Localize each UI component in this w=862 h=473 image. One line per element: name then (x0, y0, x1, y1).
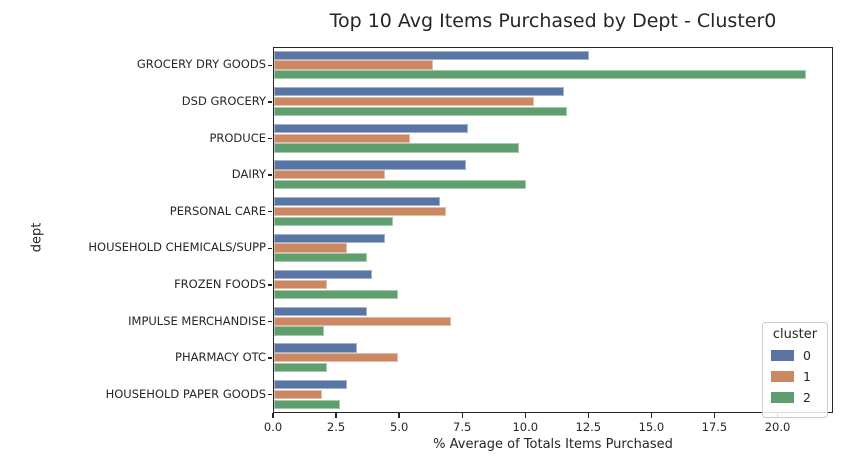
bar-cluster2-frozen-foods (274, 289, 398, 299)
bar-cluster2-household-chemicals-supp (274, 253, 368, 263)
y-tick-label-household-chemicals-supp: HOUSEHOLD CHEMICALS/SUPP (88, 240, 266, 255)
y-tick-label-frozen-foods: FROZEN FOODS (174, 276, 266, 291)
y-tick-mark (267, 64, 272, 66)
x-tick-mark (713, 413, 716, 418)
x-tick-mark (650, 413, 653, 418)
x-axis-label: % Average of Totals Items Purchased (433, 437, 673, 452)
x-tick-mark (398, 413, 400, 418)
bar-cluster1-produce (274, 133, 411, 143)
y-tick-mark (267, 320, 272, 323)
x-tick-label-20.0: 20.0 (764, 420, 791, 434)
x-tick-mark (587, 413, 589, 418)
y-tick-label-pharmacy-otc: PHARMACY OTC (175, 350, 266, 365)
x-tick-label-2.5: 2.5 (326, 420, 346, 434)
bar-cluster0-dairy (274, 160, 466, 170)
y-tick-mark (267, 247, 272, 249)
bar-cluster2-produce (274, 143, 519, 153)
x-tick-label-17.5: 17.5 (701, 420, 728, 434)
y-tick-label-personal-care: PERSONAL CARE (169, 203, 266, 218)
y-tick-label-dairy: DAIRY (231, 167, 266, 182)
y-tick-label-impulse-merchandise: IMPULSE MERCHANDISE (128, 313, 266, 328)
legend: cluster 0 1 2 (762, 322, 828, 418)
x-tick-mark (272, 413, 274, 418)
legend-swatch-cluster-1 (771, 371, 794, 382)
y-tick-mark (267, 101, 272, 103)
y-tick-label-produce: PRODUCE (209, 130, 266, 145)
bar-cluster1-dairy (274, 170, 385, 180)
legend-label-cluster-0: 0 (803, 348, 811, 363)
bar-cluster1-frozen-foods (274, 280, 327, 290)
bar-cluster0-pharmacy-otc (274, 343, 358, 353)
bar-cluster0-personal-care (274, 197, 441, 207)
legend-item-1: 1 (771, 369, 819, 384)
bar-cluster1-household-chemicals-supp (274, 243, 348, 253)
x-tick-mark (524, 413, 526, 418)
bar-cluster0-household-paper-goods (274, 380, 348, 390)
legend-label-cluster-1: 1 (803, 369, 811, 384)
x-tick-label-7.5: 7.5 (453, 420, 472, 434)
bar-cluster0-produce (274, 123, 469, 134)
x-tick-label-12.5: 12.5 (575, 420, 602, 434)
legend-rows: 0 1 2 (769, 348, 821, 405)
bar-cluster1-grocery-dry-goods (274, 60, 433, 70)
y-tick-label-grocery-dry-goods: GROCERY DRY GOODS (136, 57, 266, 72)
x-tick-label-0.0: 0.0 (263, 420, 283, 434)
x-tick-label-10.0: 10.0 (512, 420, 539, 434)
legend-swatch-cluster-2 (771, 392, 794, 403)
y-tick-mark (267, 394, 272, 396)
bar-cluster2-household-paper-goods (274, 399, 340, 409)
y-tick-label-dsd-grocery: DSD GROCERY (181, 93, 266, 108)
bar-cluster0-impulse-merchandise (274, 306, 368, 317)
x-tick-mark (335, 413, 337, 418)
bar-cluster2-personal-care (274, 216, 393, 226)
y-tick-mark (267, 174, 272, 176)
bar-cluster2-pharmacy-otc (274, 362, 327, 373)
legend-item-2: 2 (771, 390, 819, 405)
legend-title: cluster (772, 327, 818, 342)
y-tick-mark (267, 357, 272, 359)
bar-cluster2-dairy (274, 179, 527, 190)
bar-cluster0-frozen-foods (274, 270, 373, 280)
bar-cluster2-grocery-dry-goods (274, 70, 807, 80)
bar-cluster1-personal-care (274, 206, 446, 216)
bar-cluster0-household-chemicals-supp (274, 233, 385, 243)
chart-title: Top 10 Avg Items Purchased by Dept - Clu… (329, 10, 777, 32)
y-tick-label-household-paper-goods: HOUSEHOLD PAPER GOODS (105, 386, 266, 401)
y-tick-mark (267, 211, 272, 213)
x-tick-mark (461, 413, 463, 418)
x-tick-label-15.0: 15.0 (638, 420, 665, 434)
x-tick-label-5.0: 5.0 (389, 420, 409, 434)
legend-swatch-cluster-0 (771, 350, 794, 361)
legend-item-0: 0 (771, 348, 819, 363)
bar-cluster2-impulse-merchandise (274, 326, 325, 336)
y-tick-mark (267, 284, 272, 286)
y-tick-mark (267, 137, 272, 140)
legend-label-cluster-2: 2 (803, 390, 811, 405)
bar-cluster0-grocery-dry-goods (274, 50, 590, 60)
bar-cluster2-dsd-grocery (274, 106, 567, 116)
bar-cluster1-dsd-grocery (274, 97, 534, 107)
bar-cluster1-pharmacy-otc (274, 353, 398, 363)
bar-cluster1-impulse-merchandise (274, 316, 451, 326)
bar-cluster1-household-paper-goods (274, 389, 322, 399)
bar-cluster0-dsd-grocery (274, 87, 565, 97)
